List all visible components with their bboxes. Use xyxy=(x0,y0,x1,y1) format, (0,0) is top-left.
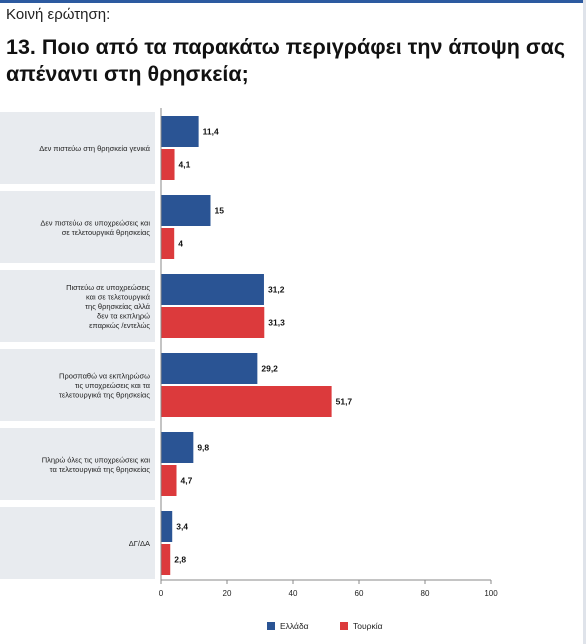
bar-greece xyxy=(161,432,194,463)
bar-turkey xyxy=(161,465,177,496)
bar-greece xyxy=(161,195,211,226)
category-label: της θρησκείας αλλά xyxy=(85,302,151,311)
religion-bar-chart: Δεν πιστεύω στη θρησκεία γενικά 11,4 4,1 Δε… xyxy=(0,108,498,631)
data-label: 2,8 xyxy=(174,555,186,565)
category-label: επαρκώς /εντελώς xyxy=(89,321,150,330)
category-label: τα τελετουργικά της θρησκείας xyxy=(50,465,151,474)
category-label: ΔΓ/ΔΑ xyxy=(129,539,150,548)
right-border xyxy=(583,0,586,644)
x-tick-label: 100 xyxy=(484,589,498,598)
x-tick-label: 40 xyxy=(289,589,298,598)
category-label: τελετουργικά της θρησκείας xyxy=(59,391,150,400)
category-label: τις υποχρεώσεις και τα xyxy=(75,381,151,390)
category-band xyxy=(0,270,155,342)
legend-swatch-greece xyxy=(267,622,275,630)
legend-label-greece: Ελλάδα xyxy=(280,621,309,631)
question-title: 13. Ποιο από τα παρακάτω περιγράφει την … xyxy=(6,35,566,86)
bar-greece xyxy=(161,353,258,384)
category-band xyxy=(0,112,155,184)
category-band xyxy=(0,428,155,500)
data-label: 31,3 xyxy=(268,318,285,328)
data-label: 4 xyxy=(178,239,183,249)
bar-greece xyxy=(161,274,264,305)
data-label: 4,7 xyxy=(181,476,193,486)
bar-turkey xyxy=(161,149,175,180)
category-label: Δεν πιστεύω σε υποχρεώσεις και xyxy=(40,218,150,227)
legend-label-turkey: Τουρκία xyxy=(353,621,383,631)
data-label: 9,8 xyxy=(197,443,209,453)
bar-turkey xyxy=(161,307,265,338)
data-label: 29,2 xyxy=(261,364,278,374)
x-tick-label: 80 xyxy=(421,589,430,598)
top-accent-rule xyxy=(0,0,586,3)
bar-turkey xyxy=(161,544,171,575)
question-kicker: Κοινή ερώτηση: xyxy=(6,6,111,23)
data-label: 3,4 xyxy=(176,522,188,532)
data-label: 15 xyxy=(215,206,225,216)
data-label: 11,4 xyxy=(203,127,219,137)
category-label: Δεν πιστεύω στη θρησκεία γενικά xyxy=(39,144,150,153)
category-label: Πιστεύω σε υποχρεώσεις xyxy=(66,283,150,292)
bar-greece xyxy=(161,116,199,147)
category-label: δεν τα εκπληρώ xyxy=(97,312,150,321)
x-tick-label: 60 xyxy=(355,589,364,598)
data-label: 31,2 xyxy=(268,285,285,295)
category-band xyxy=(0,349,155,421)
data-label: 51,7 xyxy=(336,397,353,407)
category-label: σε τελετουργικά θρησκείας xyxy=(62,228,151,237)
bar-greece xyxy=(161,511,173,542)
category-band xyxy=(0,507,155,579)
bar-turkey xyxy=(161,386,332,417)
legend-swatch-turkey xyxy=(340,622,348,630)
category-label: Πληρώ όλες τις υποχρεώσεις και xyxy=(42,455,151,464)
x-tick-label: 0 xyxy=(159,589,164,598)
data-label: 4,1 xyxy=(179,160,191,170)
category-label: και σε τελετουργικά xyxy=(86,293,151,302)
category-label: Προσπαθώ να εκπληρώσω xyxy=(59,372,150,381)
bar-turkey xyxy=(161,228,175,259)
x-tick-label: 20 xyxy=(223,589,232,598)
category-band xyxy=(0,191,155,263)
